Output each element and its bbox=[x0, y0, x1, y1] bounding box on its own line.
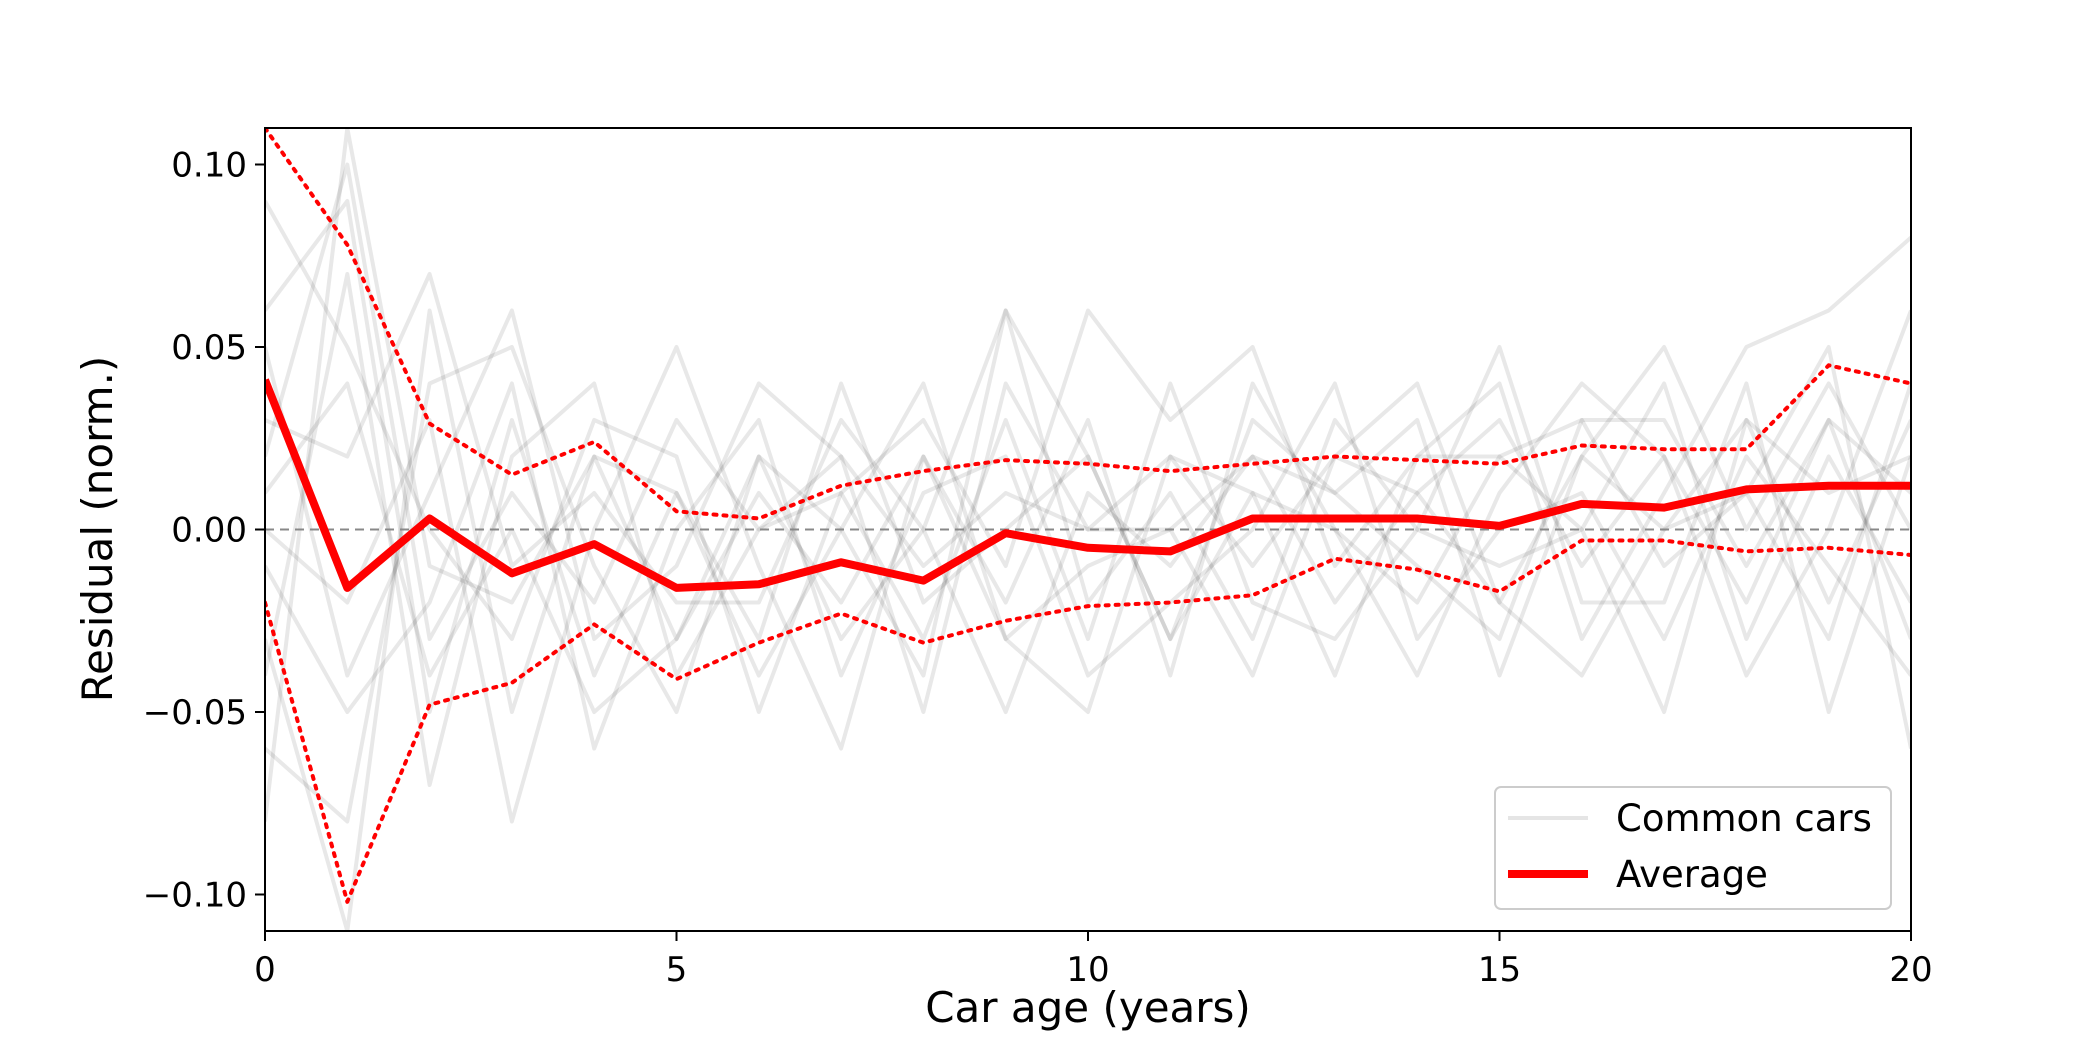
average-line bbox=[265, 378, 1911, 592]
legend-common-cars-label: Common cars bbox=[1616, 797, 1872, 840]
legend-average-label: Average bbox=[1616, 853, 1768, 896]
y-tick-label: −0.10 bbox=[143, 876, 247, 916]
average-bound-line bbox=[265, 538, 1911, 904]
common-car-line bbox=[265, 272, 1911, 714]
common-car-line bbox=[265, 309, 1911, 824]
x-tick-label: 15 bbox=[1478, 950, 1521, 990]
x-tick-label: 10 bbox=[1066, 950, 1109, 990]
legend-box bbox=[1494, 786, 1892, 910]
x-axis-ticks: 0 5 10 15 20 bbox=[254, 931, 1933, 990]
y-axis-title: Residual (norm.) bbox=[73, 356, 122, 703]
x-tick-label: 5 bbox=[666, 950, 688, 990]
y-tick-label: 0.10 bbox=[171, 146, 247, 186]
x-tick-label: 0 bbox=[254, 950, 276, 990]
y-tick-label: −0.05 bbox=[143, 693, 247, 733]
y-tick-label: 0.05 bbox=[171, 328, 247, 368]
x-axis-title: Car age (years) bbox=[925, 983, 1251, 1032]
common-cars-lines bbox=[265, 128, 1911, 931]
y-tick-label: 0.00 bbox=[171, 511, 247, 551]
legend: Common cars Average bbox=[1494, 786, 1892, 910]
average-bound-line bbox=[265, 128, 1911, 521]
common-car-line bbox=[265, 272, 1911, 787]
y-axis-ticks: −0.10 −0.05 0.00 0.05 0.10 bbox=[143, 146, 265, 916]
common-car-line bbox=[265, 199, 1911, 714]
common-car-line bbox=[265, 308, 1911, 824]
x-tick-label: 20 bbox=[1889, 950, 1932, 990]
common-car-line bbox=[265, 128, 1911, 822]
common-car-line bbox=[265, 381, 1911, 751]
common-car-line bbox=[265, 308, 1911, 931]
common-car-line bbox=[265, 308, 1911, 749]
common-car-line bbox=[265, 308, 1911, 714]
average-lines bbox=[265, 128, 1911, 904]
